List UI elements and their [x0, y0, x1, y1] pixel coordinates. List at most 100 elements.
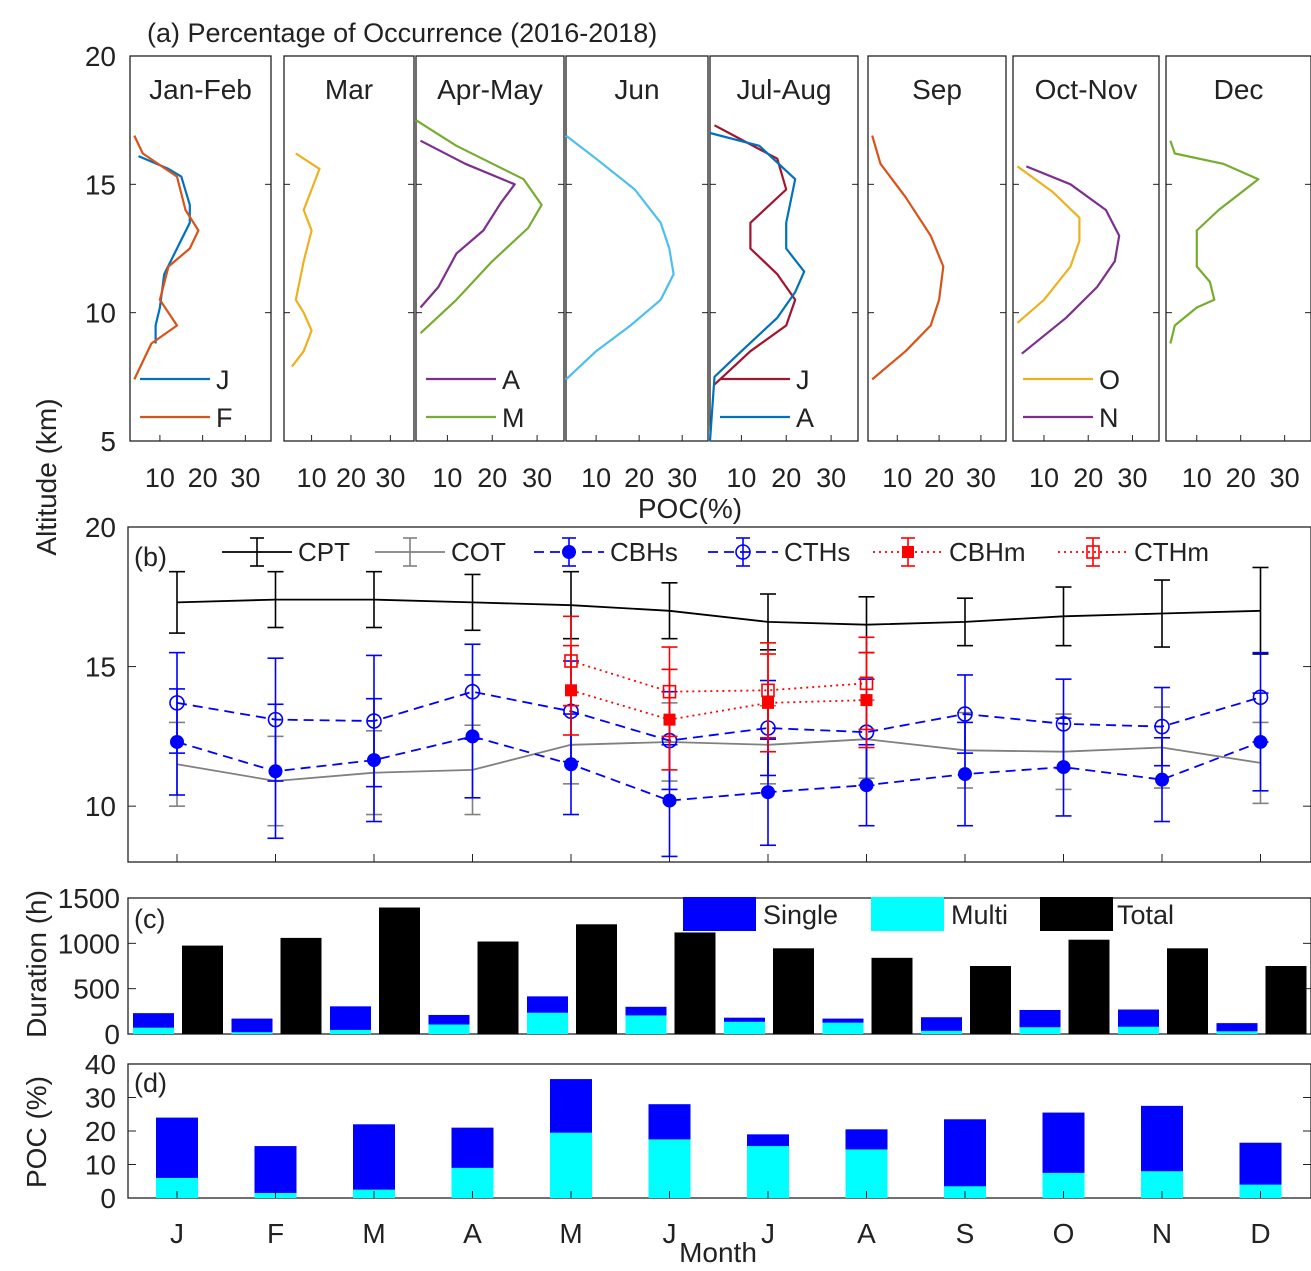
xtick-label: 10: [297, 463, 327, 493]
legend-label: Total: [1117, 900, 1174, 930]
total-bar: [1167, 948, 1208, 1034]
multi-bar: [1118, 1026, 1159, 1034]
subpanel-title: Jul-Aug: [737, 74, 832, 105]
multi-bar: [231, 1032, 273, 1034]
subpanel-dec: 10 20 30 Dec: [1165, 55, 1311, 493]
series-cbhm: [563, 644, 875, 771]
profile-line: [708, 131, 806, 442]
xtick-label: 20: [336, 463, 366, 493]
subpanel-mar: 10 20 30 Mar: [283, 55, 415, 493]
month-tick-label: O: [1053, 1218, 1075, 1249]
total-bar: [182, 945, 223, 1034]
data-point: [267, 711, 284, 728]
subpanel-frame: [1012, 55, 1160, 442]
shared-xlabel: Month: [679, 1237, 757, 1268]
subpanel-frame: [709, 55, 859, 442]
multi-bar: [822, 1022, 864, 1034]
profile-line: [291, 152, 321, 368]
single-bar: [330, 1006, 371, 1034]
profile-line: [713, 124, 797, 386]
multi-bar: [625, 1015, 667, 1034]
subpanel-jul-aug: 10 20 30 Jul-Aug JA: [708, 55, 859, 493]
multi-bar: [724, 1021, 765, 1034]
xtick-label: 30: [522, 463, 552, 493]
panel-d-ytick-label: 30: [85, 1083, 116, 1114]
panel-d-ytick-label: 40: [85, 1049, 116, 1080]
subpanel-sep: 10 20 30 Sep: [867, 55, 1007, 493]
legend-label: N: [1099, 403, 1119, 433]
data-point: [859, 676, 874, 691]
legend-label: F: [216, 403, 233, 433]
panel-a-ytick-label: 5: [100, 426, 116, 457]
legend-marker: [562, 545, 576, 559]
legend-label: Multi: [951, 900, 1008, 930]
legend-label: M: [502, 403, 525, 433]
panel-d-ylabel: POC (%): [21, 1076, 52, 1188]
xtick-label: 10: [581, 463, 611, 493]
legend-label: J: [796, 365, 810, 395]
panel-a-xlabel: POC(%): [638, 493, 742, 524]
total-bar: [674, 932, 716, 1034]
series-cbhs: [169, 674, 1269, 858]
legend-label: A: [796, 403, 814, 433]
data-point: [958, 767, 972, 782]
data-point: [366, 713, 382, 729]
panel-a-poc-profiles: (a) Percentage of Occurrence (2016-2018)…: [85, 18, 1311, 524]
legend-label: COT: [451, 537, 506, 567]
total-bar: [1068, 939, 1110, 1034]
data-point: [1055, 716, 1072, 732]
data-point: [1155, 772, 1169, 787]
data-point: [1252, 689, 1269, 706]
panel-c-ylabel: Duration (h): [21, 890, 52, 1038]
panel-d-ytick-label: 0: [100, 1183, 116, 1214]
multi-bar: [428, 1024, 470, 1034]
month-tick-label: S: [956, 1218, 975, 1249]
month-tick-label: N: [1152, 1218, 1172, 1249]
xtick-label: 30: [966, 463, 996, 493]
panel-b-title: (b): [134, 542, 167, 572]
total-bar: [477, 941, 519, 1034]
legend-label: CBHs: [610, 537, 678, 567]
multi-bar: [747, 1146, 789, 1198]
single-bar: [944, 1119, 986, 1198]
panel-c-ytick-label: 0: [104, 1019, 120, 1050]
month-tick-label: M: [559, 1218, 582, 1249]
month-tick-label: M: [362, 1218, 385, 1249]
profile-line: [1169, 140, 1260, 344]
data-point: [957, 706, 973, 722]
panel-d-ytick-label: 20: [85, 1116, 116, 1147]
subpanel-frame: [565, 55, 709, 442]
series-line: [570, 689, 867, 721]
profile-line: [1021, 165, 1121, 355]
total-bar: [773, 948, 814, 1034]
legend-marker: [1086, 545, 1100, 559]
subpanel-frame: [415, 55, 565, 442]
shared-ylabel: Altitude (km): [31, 398, 62, 555]
legend-entry-cthm: CTHm: [1058, 537, 1209, 567]
xtick-label: 10: [1182, 463, 1212, 493]
series-line: [176, 735, 1261, 802]
series-cot: [169, 699, 1269, 827]
month-tick-label: J: [761, 1218, 775, 1249]
multi-bar: [1216, 1031, 1258, 1034]
series-line: [176, 738, 1261, 782]
multi-bar: [133, 1027, 174, 1034]
profile-line: [419, 139, 516, 309]
series-line: [176, 690, 1261, 742]
profile-line: [415, 119, 543, 335]
profile-line: [133, 135, 200, 380]
single-bar: [1216, 1023, 1258, 1034]
data-point: [662, 684, 677, 699]
data-point: [1154, 718, 1170, 735]
panel-d-ytick-label: 10: [85, 1150, 116, 1181]
xtick-label: 20: [771, 463, 801, 493]
panel-b-ytick-label: 20: [85, 512, 116, 543]
profile-line: [1016, 165, 1081, 324]
total-bar: [280, 937, 322, 1034]
multi-bar: [156, 1177, 198, 1198]
xtick-label: 20: [477, 463, 507, 493]
total-bar: [576, 924, 617, 1034]
multi-bar: [550, 1132, 592, 1198]
